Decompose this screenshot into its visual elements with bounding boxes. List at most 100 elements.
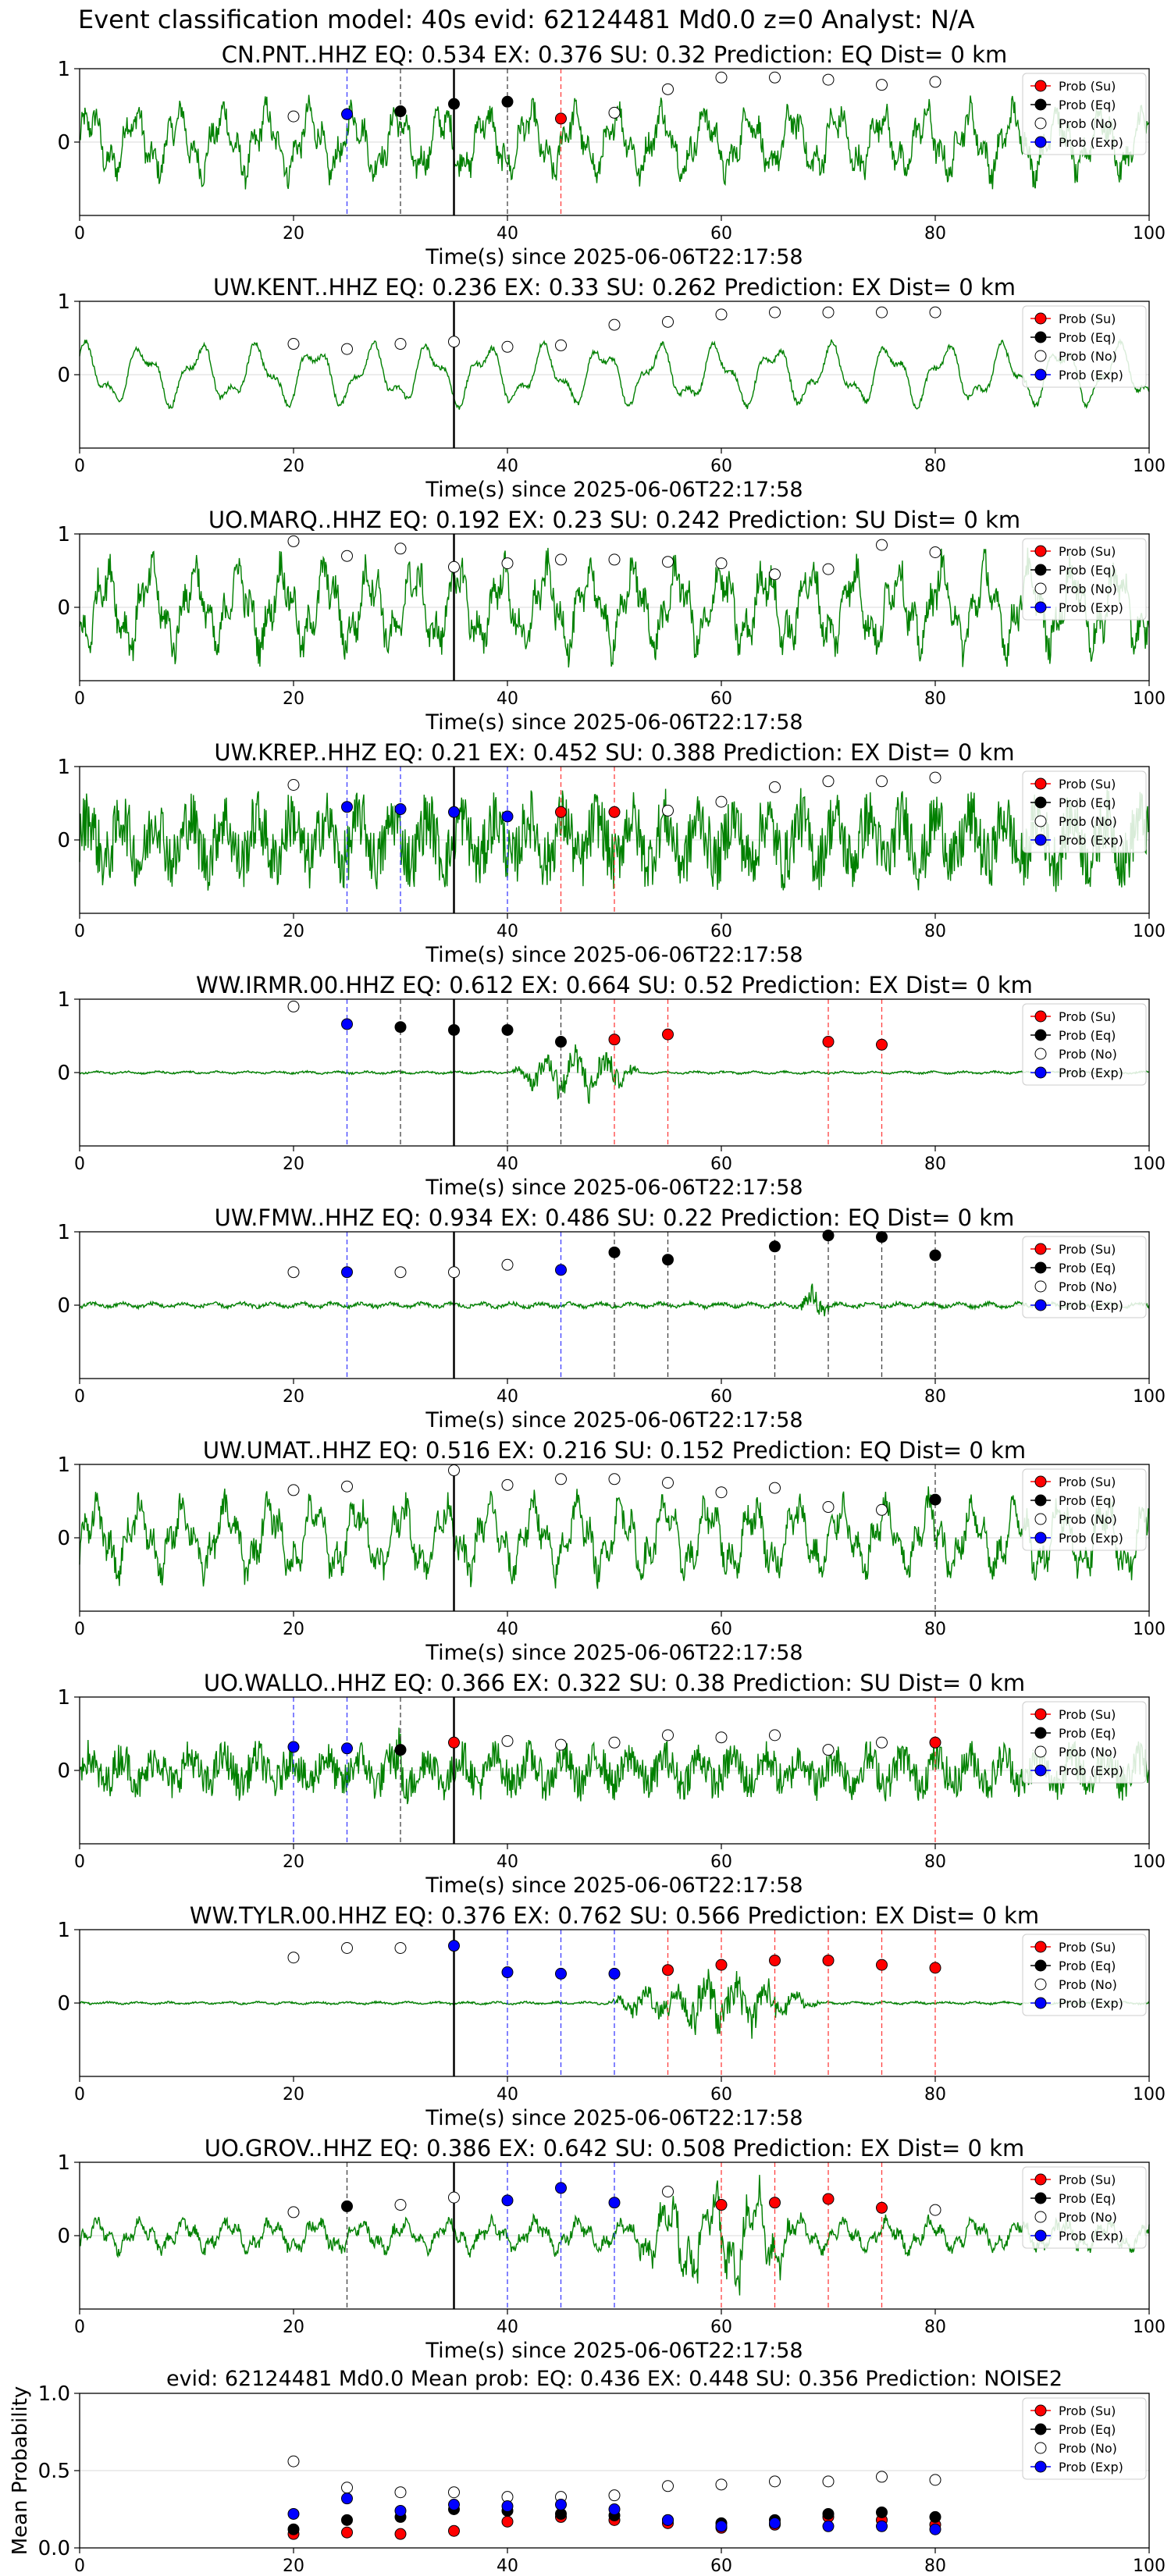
probability-point — [341, 1018, 353, 1030]
legend-label: Prob (Eq) — [1059, 1261, 1116, 1276]
legend-label: Prob (No) — [1059, 1512, 1117, 1527]
mean-probability-point — [448, 2486, 460, 2499]
probability-point — [608, 2197, 621, 2209]
station-panel: UO.MARQ..HHZ EQ: 0.192 EX: 0.23 SU: 0.24… — [57, 507, 1166, 735]
probability-point — [662, 1964, 674, 1976]
legend-marker — [1034, 1532, 1047, 1544]
probability-point — [287, 779, 300, 791]
probability-point — [662, 1729, 674, 1742]
probability-point — [287, 2206, 300, 2218]
waveform-trace — [79, 338, 1150, 410]
panel-title: WW.IRMR.00.HHZ EQ: 0.612 EX: 0.664 SU: 0… — [196, 972, 1033, 998]
mean-probability-point — [876, 2520, 888, 2532]
probability-point — [929, 1493, 941, 1506]
mean-probability-point — [287, 2507, 300, 2520]
x-tick-label: 20 — [283, 2085, 304, 2105]
mean-probability-point — [608, 2503, 621, 2515]
probability-point — [287, 1484, 300, 1496]
x-axis-label: Time(s) since 2025-06-06T22:17:58 — [425, 1176, 803, 1200]
mean-probability-point — [822, 2520, 835, 2532]
mean-probability-point — [448, 2499, 460, 2511]
y-tick-label: 0 — [57, 131, 70, 155]
probability-point — [876, 1736, 888, 1749]
legend-marker — [1034, 136, 1047, 148]
probability-point — [501, 1478, 514, 1491]
x-tick-label: 60 — [710, 1387, 732, 1407]
panel-title: evid: 62124481 Md0.0 Mean prob: EQ: 0.43… — [166, 2367, 1062, 2391]
probability-point — [501, 810, 514, 823]
probability-point — [287, 1952, 300, 1964]
x-axis-label: Time(s) since 2025-06-06T22:17:58 — [425, 1641, 803, 1665]
probability-point — [608, 1034, 621, 1046]
probability-point — [555, 112, 567, 125]
probability-point — [822, 306, 835, 318]
legend-marker — [1034, 1475, 1047, 1488]
legend-label: Prob (Exp) — [1059, 2460, 1123, 2475]
legend-box — [1022, 2166, 1147, 2249]
mean-probability-point — [769, 2517, 781, 2529]
probability-point — [608, 1967, 621, 1980]
x-tick-label: 100 — [1133, 1387, 1166, 1407]
probability-point — [341, 550, 353, 562]
legend-label: Prob (Su) — [1059, 311, 1116, 326]
legend-label: Prob (No) — [1059, 1745, 1117, 1759]
probability-point — [662, 556, 674, 568]
probability-point — [876, 306, 888, 318]
probability-point — [822, 1501, 835, 1514]
legend-marker — [1034, 796, 1047, 809]
legend-label: Prob (Exp) — [1059, 1531, 1123, 1546]
mean-probability-point — [929, 2510, 941, 2523]
probability-point — [715, 2199, 728, 2211]
mean-probability-point — [876, 2471, 888, 2483]
x-tick-label: 60 — [710, 224, 732, 244]
y-tick-label: 1 — [57, 2151, 70, 2175]
x-tick-label: 60 — [710, 689, 732, 709]
x-tick-label: 0 — [74, 224, 85, 244]
legend-marker — [1034, 1280, 1047, 1293]
y-tick-label: 1 — [57, 58, 70, 81]
y-tick-label: 1 — [57, 1453, 70, 1477]
probability-point — [394, 2199, 407, 2211]
legend-label: Prob (Su) — [1059, 2403, 1116, 2418]
probability-point — [929, 771, 941, 784]
legend-label: Prob (Exp) — [1059, 600, 1123, 615]
legend-label: Prob (Su) — [1059, 1242, 1116, 1257]
x-tick-label: 20 — [283, 1387, 304, 1407]
legend-marker — [1034, 1243, 1047, 1255]
legend-label: Prob (Eq) — [1059, 795, 1116, 810]
mean-probability-point — [662, 2480, 674, 2492]
x-tick-label: 80 — [924, 224, 946, 244]
probability-point — [769, 781, 781, 793]
legend-label: Prob (Su) — [1059, 777, 1116, 792]
legend-marker — [1034, 1029, 1047, 1041]
panel-title: CN.PNT..HHZ EQ: 0.534 EX: 0.376 SU: 0.32… — [222, 41, 1007, 68]
x-tick-label: 80 — [924, 2085, 946, 2105]
probability-point — [715, 795, 728, 808]
legend-label: Prob (No) — [1059, 116, 1117, 131]
station-panel: UW.KENT..HHZ EQ: 0.236 EX: 0.33 SU: 0.26… — [57, 274, 1166, 502]
y-tick-label: 0 — [57, 1992, 70, 2016]
mean-probability-point — [394, 2486, 407, 2499]
x-tick-label: 20 — [283, 457, 304, 476]
x-tick-label: 20 — [283, 224, 304, 244]
x-tick-label: 0 — [74, 689, 85, 709]
legend-label: Prob (Eq) — [1059, 330, 1116, 345]
legend-label: Prob (Exp) — [1059, 1996, 1123, 2011]
legend-marker — [1034, 98, 1047, 111]
probability-point — [822, 1229, 835, 1242]
x-tick-label: 0 — [74, 457, 85, 476]
legend-marker — [1034, 2442, 1047, 2454]
probability-point — [341, 801, 353, 813]
legend-label: Prob (No) — [1059, 1977, 1117, 1992]
y-tick-label: 1 — [57, 523, 70, 546]
x-axis-label: Time(s) since 2025-06-06T22:17:58 — [425, 1408, 803, 1432]
mean-probability-point — [715, 2478, 728, 2491]
probability-point — [501, 2194, 514, 2207]
probability-point — [341, 343, 353, 355]
panel-title: WW.TYLR.00.HHZ EQ: 0.376 EX: 0.762 SU: 0… — [190, 1902, 1039, 1929]
x-tick-label: 0 — [74, 1155, 85, 1174]
legend-box — [1022, 1934, 1147, 2016]
station-panel: UW.KREP..HHZ EQ: 0.21 EX: 0.452 SU: 0.38… — [57, 739, 1166, 967]
probability-point — [715, 557, 728, 570]
waveform-trace — [79, 547, 1150, 668]
